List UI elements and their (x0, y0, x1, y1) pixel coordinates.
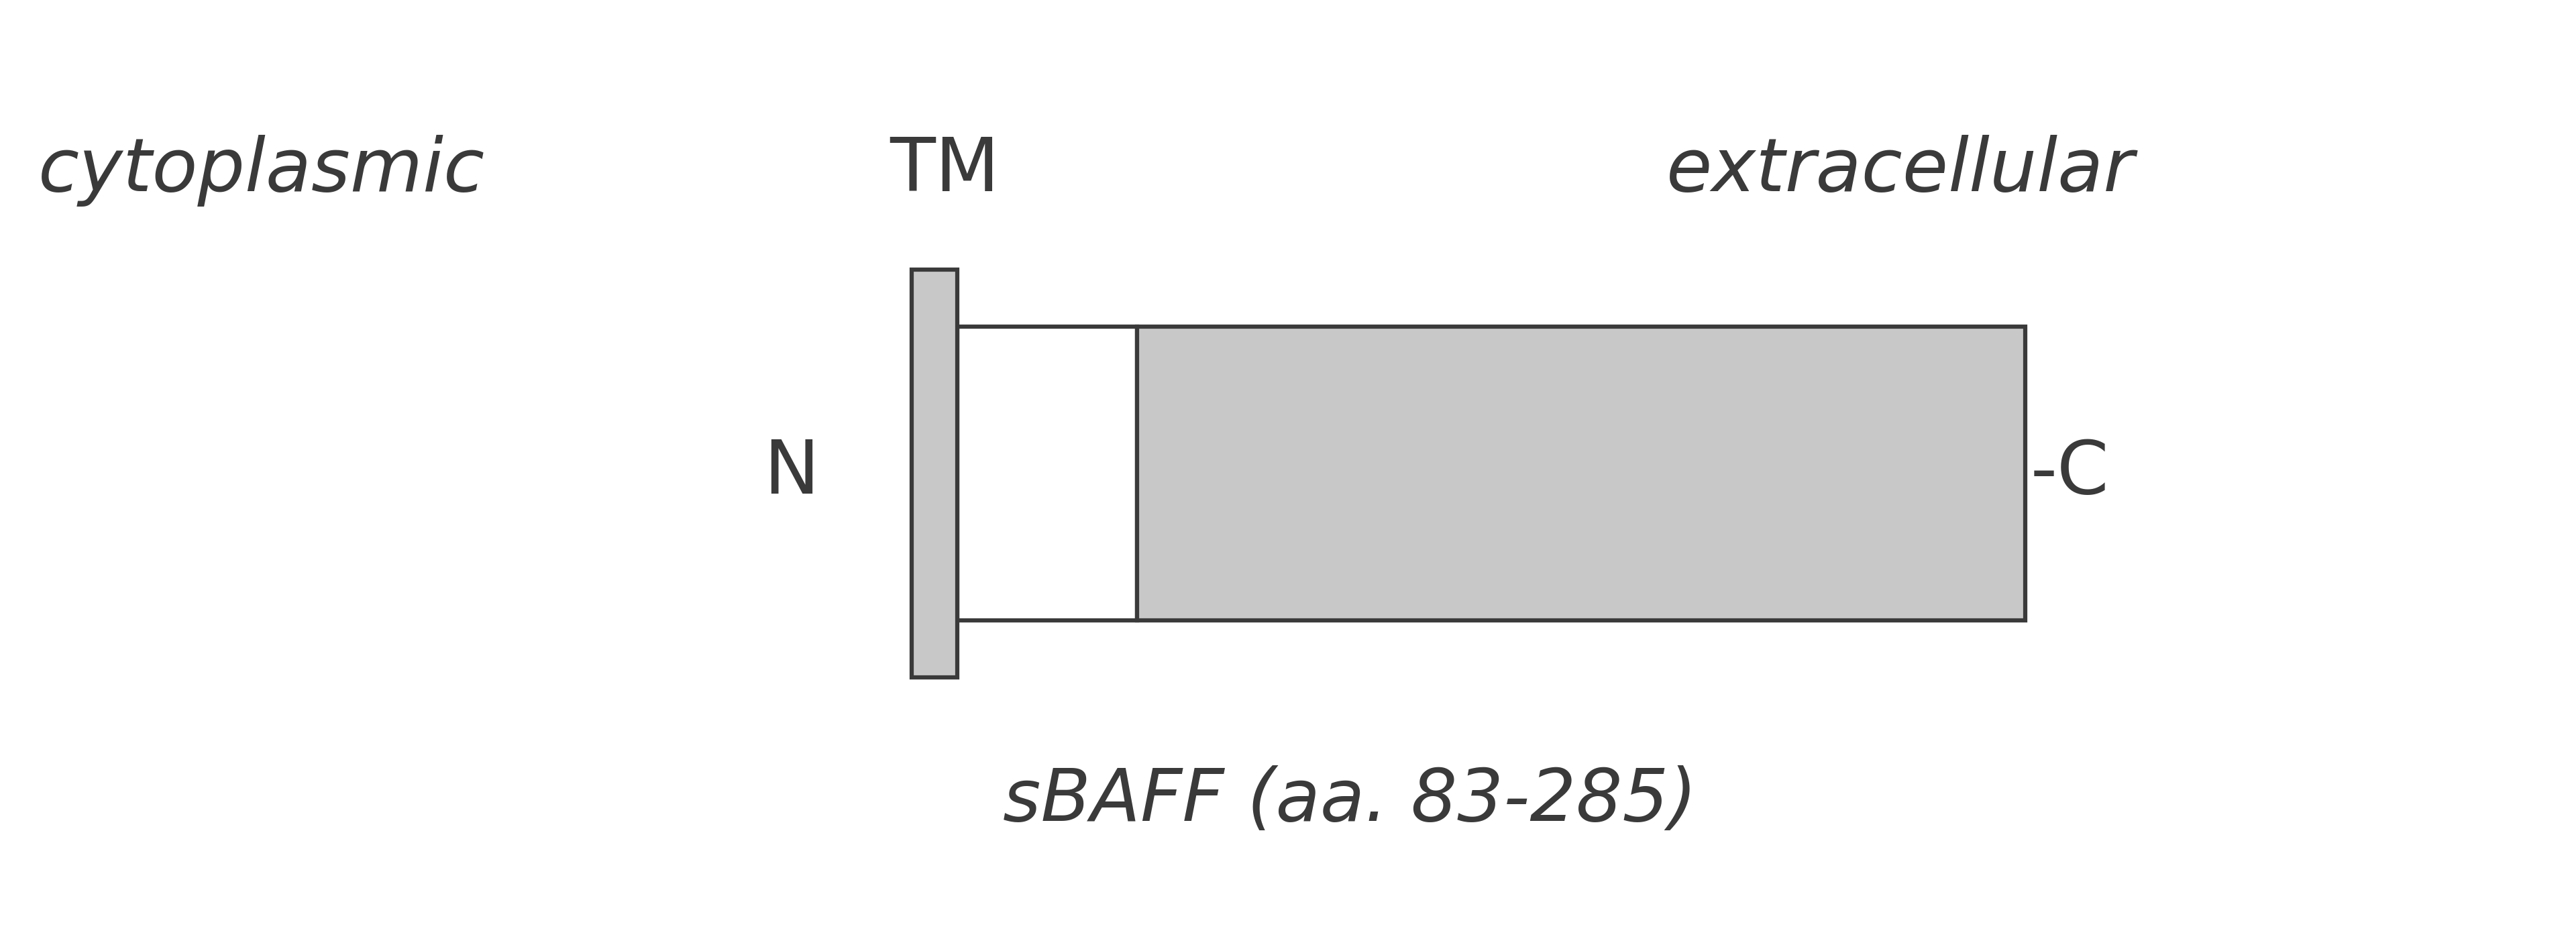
Text: cytoplasmic: cytoplasmic (39, 134, 484, 206)
Text: sBAFF (aa. 83-285): sBAFF (aa. 83-285) (1002, 765, 1698, 835)
Bar (958, 327, 1136, 620)
Text: extracellular: extracellular (1667, 134, 2136, 206)
Text: TM: TM (889, 134, 999, 206)
Text: -C: -C (2030, 438, 2110, 509)
Bar (1136, 327, 2025, 620)
Bar (912, 270, 958, 677)
Text: N: N (762, 438, 819, 509)
